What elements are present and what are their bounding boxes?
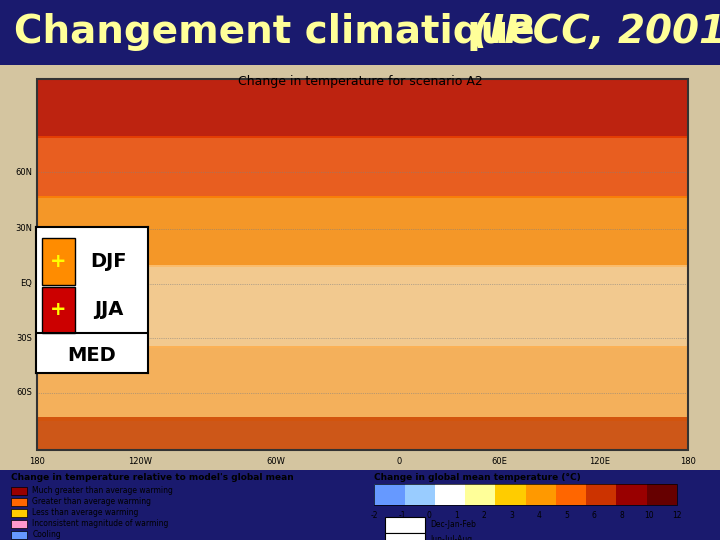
Text: +: + — [50, 300, 66, 319]
Text: Change in temperature for scenario A2: Change in temperature for scenario A2 — [238, 75, 482, 88]
Bar — [37, 79, 688, 138]
Bar — [374, 484, 677, 505]
Text: 12: 12 — [672, 510, 682, 519]
Text: 0: 0 — [396, 457, 402, 465]
Bar — [11, 530, 27, 538]
Text: 30S: 30S — [17, 334, 32, 343]
Bar — [11, 487, 27, 495]
Text: Much greater than average warming: Much greater than average warming — [32, 487, 174, 495]
Bar — [11, 519, 27, 528]
Bar — [526, 484, 556, 505]
Text: 8: 8 — [619, 510, 624, 519]
Bar — [374, 484, 405, 505]
Text: 120E: 120E — [589, 457, 611, 465]
Bar — [37, 346, 688, 421]
Text: 60E: 60E — [491, 457, 507, 465]
Text: Change in global mean temperature (°C): Change in global mean temperature (°C) — [374, 473, 581, 482]
Text: 180: 180 — [30, 457, 45, 465]
Bar — [37, 197, 688, 267]
Text: 6: 6 — [592, 510, 597, 519]
Bar — [385, 533, 425, 540]
Bar — [465, 484, 495, 505]
Bar — [11, 498, 27, 506]
Bar — [385, 517, 425, 533]
Text: 60S: 60S — [17, 388, 32, 397]
Text: Inconsistent magnitude of warming: Inconsistent magnitude of warming — [32, 519, 168, 528]
Text: 3: 3 — [510, 510, 514, 519]
Text: 10: 10 — [644, 510, 654, 519]
Bar — [11, 509, 27, 517]
Text: Greater than average warming: Greater than average warming — [32, 497, 151, 506]
Bar — [37, 136, 688, 198]
Text: -2: -2 — [371, 510, 378, 519]
Bar — [616, 484, 647, 505]
Bar — [37, 417, 688, 449]
Bar — [435, 484, 465, 505]
Bar — [37, 265, 688, 348]
Text: 2: 2 — [482, 510, 487, 519]
Text: JJA: JJA — [94, 300, 123, 319]
Text: Change in temperature relative to model's global mean: Change in temperature relative to model'… — [11, 473, 294, 482]
Bar — [495, 484, 526, 505]
Text: 4: 4 — [537, 510, 541, 519]
Text: MED: MED — [68, 346, 116, 365]
Text: 60W: 60W — [266, 457, 285, 465]
Bar — [42, 239, 75, 285]
Text: +: + — [50, 252, 66, 271]
Text: Dec-Jan-Feb: Dec-Jan-Feb — [431, 520, 477, 529]
Text: -1: -1 — [398, 510, 405, 519]
Text: EQ: EQ — [21, 279, 32, 288]
Bar — [586, 484, 616, 505]
Bar — [647, 484, 677, 505]
Text: DJF: DJF — [90, 252, 127, 271]
Text: 120W: 120W — [128, 457, 153, 465]
Text: 1: 1 — [454, 510, 459, 519]
Text: 60N: 60N — [15, 167, 32, 177]
Text: 0: 0 — [427, 510, 432, 519]
Text: (IPCC, 2001): (IPCC, 2001) — [472, 14, 720, 51]
Bar — [405, 484, 435, 505]
Text: Jun-Jul-Aug: Jun-Jul-Aug — [431, 535, 473, 540]
Text: 5: 5 — [564, 510, 570, 519]
Bar — [556, 484, 586, 505]
Text: 30N: 30N — [15, 224, 32, 233]
Bar — [42, 287, 75, 333]
Text: Less than average warming: Less than average warming — [32, 508, 139, 517]
Text: Changement climatique: Changement climatique — [14, 14, 549, 51]
Text: Cooling: Cooling — [32, 530, 61, 539]
Text: 180: 180 — [680, 457, 696, 465]
